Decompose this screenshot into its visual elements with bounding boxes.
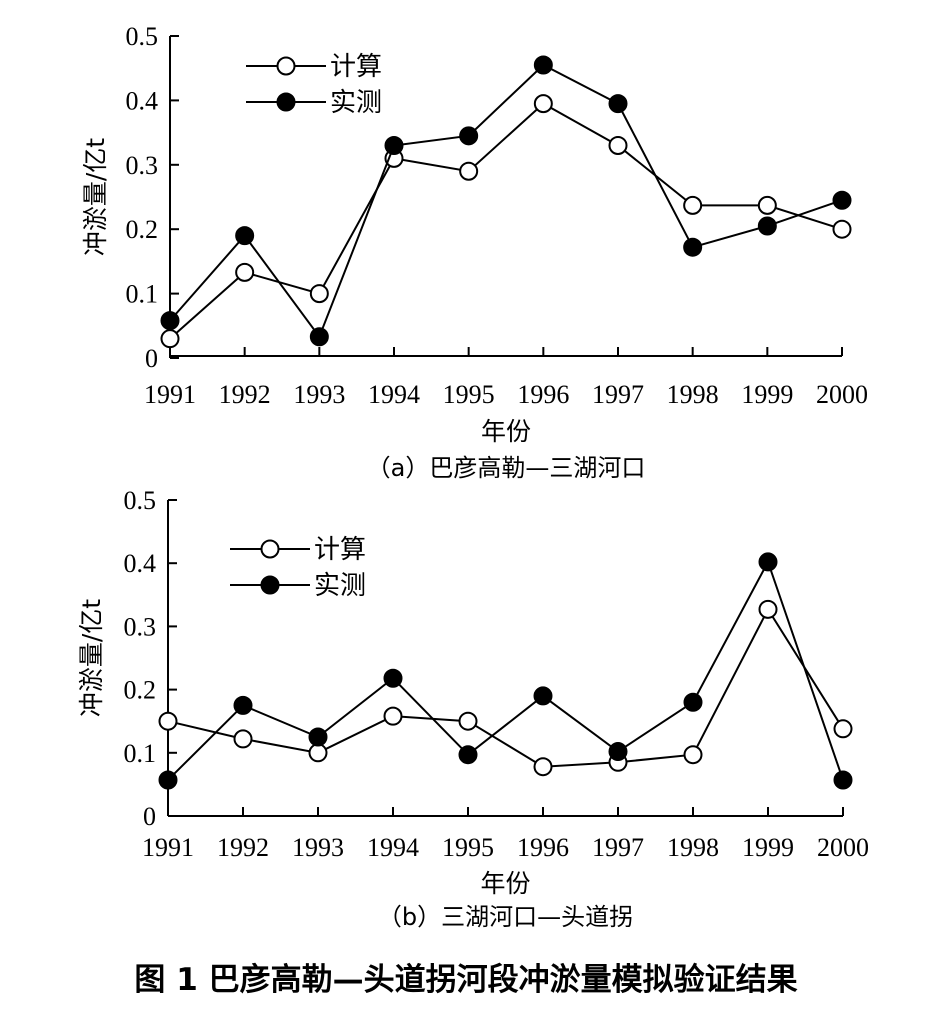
data-point-计算 [233,729,253,749]
data-point-计算 [308,743,328,763]
data-point-计算 [833,719,853,739]
legend-label: 实测 [314,571,366,601]
series-line-实测 [169,63,843,339]
data-point-实测 [158,770,178,790]
data-point-计算 [458,711,478,731]
x-tick-label: 1997 [592,833,644,862]
series-line-计算 [167,607,844,768]
data-point-计算 [832,219,852,239]
x-tick-label: 1998 [667,380,719,409]
x-tick-label: 1993 [292,833,344,862]
x-axis-title: 年份 [481,417,531,446]
y-tick-label: 0.4 [124,549,157,578]
y-tick-label: 0 [145,344,158,373]
x-tick-label: 2000 [816,380,868,409]
data-point-实测 [160,311,180,331]
x-tick-label: 1992 [217,833,269,862]
x-tick-label: 1994 [368,380,420,409]
x-tick-label: 1995 [442,833,494,862]
data-point-计算 [383,706,403,726]
data-point-实测 [384,135,404,155]
data-point-实测 [758,552,778,572]
chart-caption: （a）巴彦高勒—三湖河口 [367,454,646,482]
x-tick-label: 1998 [667,833,719,862]
x-tick-label: 1991 [144,380,196,409]
legend-marker [276,92,296,112]
figure-title: 图 1 巴彦高勒—头道拐河段冲淤量模拟验证结果 [134,962,797,998]
y-tick-label: 0.5 [126,22,159,51]
y-axis-title: 冲淤量/亿t [81,138,110,256]
series-line-计算 [169,102,843,340]
data-point-计算 [758,599,778,619]
y-tick-label: 0.3 [124,612,157,641]
chart-panel-b: 0 0.1 0.2 0.3 0.4 0.5 1991 1992 1993 1994 1995 1996… [77,486,869,931]
data-point-实测 [533,686,553,706]
legend-marker [260,575,280,595]
data-point-实测 [533,55,553,75]
data-point-计算 [683,745,703,765]
x-tick-label: 1991 [142,833,194,862]
y-axis-title: 冲淤量/亿t [77,599,106,717]
legend-label: 实测 [330,88,382,118]
legend-marker [276,56,296,76]
x-tick-label: 1993 [293,380,345,409]
data-point-实测 [683,237,703,257]
data-point-实测 [309,327,329,347]
data-point-计算 [608,135,628,155]
y-tick-label: 0.5 [124,486,157,515]
x-tick-label: 2000 [817,833,869,862]
x-tick-label: 1994 [367,833,419,862]
data-point-实测 [608,742,628,762]
x-tick-label: 1996 [517,833,569,862]
data-point-实测 [683,692,703,712]
data-point-计算 [757,195,777,215]
data-point-计算 [533,757,553,777]
data-point-实测 [308,727,328,747]
y-tick-label: 0.2 [124,676,157,705]
y-tick-label: 0.4 [126,86,159,115]
data-point-计算 [158,711,178,731]
data-point-计算 [533,94,553,114]
y-tick-label: 0.2 [126,215,159,244]
x-tick-label: 1995 [443,380,495,409]
data-point-实测 [235,226,255,246]
y-tick-label: 0.3 [126,151,159,180]
x-tick-label: 1997 [592,380,644,409]
y-tick-label: 0.1 [124,739,157,768]
data-point-计算 [683,195,703,215]
chart-panel-a: 0 0.1 0.2 0.3 0.4 0.5 1991 1992 1993 1994 1995 1996… [81,22,868,482]
data-point-实测 [833,770,853,790]
x-tick-label: 1999 [741,380,793,409]
series-line-实测 [167,559,844,781]
legend-label: 计算 [314,535,366,565]
data-point-实测 [757,216,777,236]
x-tick-label: 1992 [219,380,271,409]
data-point-计算 [309,284,329,304]
data-point-计算 [160,329,180,349]
x-tick-label: 1996 [517,380,569,409]
data-point-计算 [235,262,255,282]
y-tick-label: 0 [143,802,156,831]
data-point-实测 [233,695,253,715]
data-point-实测 [459,126,479,146]
legend-marker [260,539,280,559]
y-tick-label: 0.1 [126,280,159,309]
x-tick-label: 1999 [742,833,794,862]
data-point-实测 [832,190,852,210]
data-point-实测 [383,668,403,688]
legend-label: 计算 [330,52,382,82]
x-axis-title: 年份 [480,869,530,898]
data-point-实测 [458,745,478,765]
data-point-实测 [608,94,628,114]
chart-caption: （b）三湖河口—头道拐 [378,903,633,931]
data-point-计算 [459,161,479,181]
